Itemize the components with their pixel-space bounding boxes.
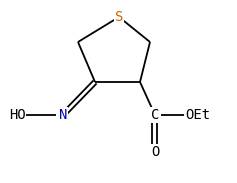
Text: S: S: [115, 10, 123, 24]
Text: N: N: [59, 108, 67, 122]
Text: HO: HO: [9, 108, 25, 122]
Text: OEt: OEt: [185, 108, 210, 122]
Text: C: C: [151, 108, 159, 122]
Text: O: O: [151, 145, 159, 159]
